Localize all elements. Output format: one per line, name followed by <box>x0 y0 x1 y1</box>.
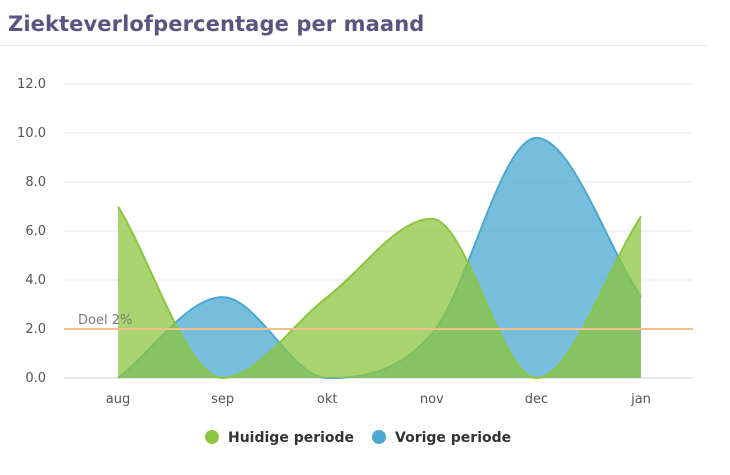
legend[interactable]: Huidige periode Vorige periode <box>205 430 511 446</box>
y-tick-label: 6.0 <box>25 224 46 239</box>
target-line-label: Doel 2% <box>78 313 132 328</box>
y-tick-label: 4.0 <box>25 273 46 288</box>
y-tick-label: 8.0 <box>25 175 46 190</box>
series-layer <box>117 136 642 380</box>
legend-label: Vorige periode <box>395 430 511 446</box>
y-tick-label: 10.0 <box>17 126 46 141</box>
y-tick-label: 12.0 <box>17 77 46 92</box>
series-line-huidige-periode <box>117 205 642 380</box>
series-area-vorige-periode <box>118 137 641 378</box>
series-area-huidige-periode <box>118 206 641 378</box>
legend-label: Huidige periode <box>228 430 354 446</box>
x-tick-label: aug <box>106 392 130 407</box>
title-divider <box>0 45 708 46</box>
legend-item-vorige-periode[interactable]: Vorige periode <box>372 430 511 446</box>
x-axis-ticks: aug sep okt nov dec jan <box>106 392 651 407</box>
x-tick-label: dec <box>525 392 548 407</box>
legend-item-huidige-periode[interactable]: Huidige periode <box>205 430 354 446</box>
legend-marker <box>205 430 219 444</box>
x-tick-label: jan <box>630 392 651 407</box>
y-axis-ticks: 0.0 2.0 4.0 6.0 8.0 10.0 12.0 <box>17 77 46 386</box>
x-tick-label: nov <box>420 392 444 407</box>
x-tick-label: sep <box>211 392 234 407</box>
y-tick-label: 2.0 <box>25 322 46 337</box>
chart-title: Ziekteverlofpercentage per maand <box>8 12 425 36</box>
legend-marker <box>372 430 386 444</box>
y-tick-label: 0.0 <box>25 371 46 386</box>
reference-line-layer: Doel 2% <box>64 313 693 330</box>
x-tick-label: okt <box>317 392 338 407</box>
